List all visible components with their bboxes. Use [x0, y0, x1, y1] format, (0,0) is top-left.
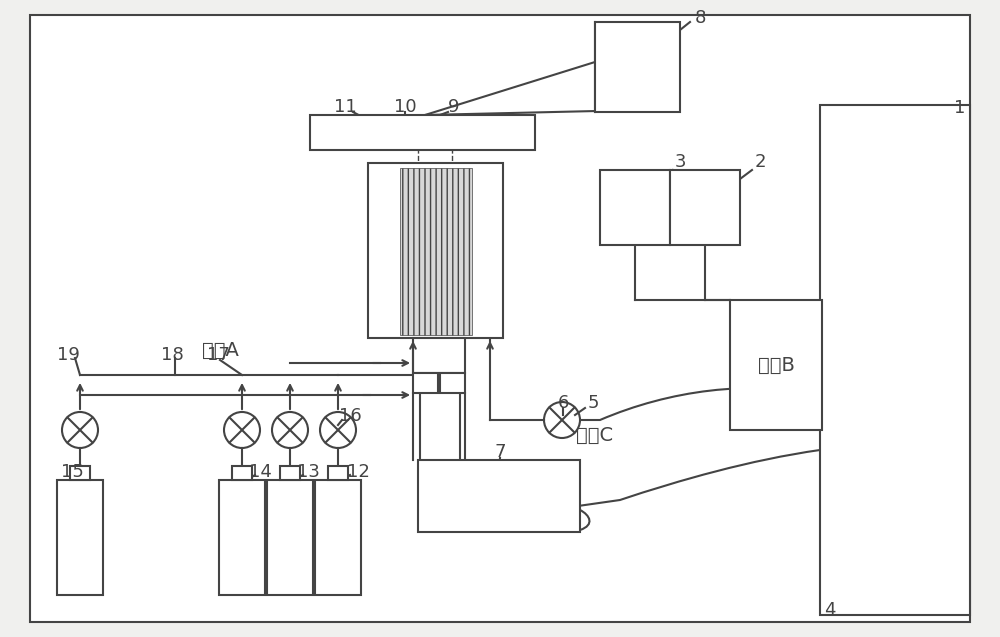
Text: 4: 4: [824, 601, 836, 619]
Text: 16: 16: [339, 407, 361, 425]
Bar: [670, 170, 740, 245]
Text: 5: 5: [587, 394, 599, 412]
Text: 14: 14: [249, 463, 271, 481]
Bar: [400, 168, 472, 335]
Bar: [600, 170, 670, 245]
Text: 12: 12: [347, 463, 369, 481]
Text: 8: 8: [694, 9, 706, 27]
Bar: [57, 480, 103, 595]
Text: 13: 13: [297, 463, 319, 481]
Bar: [315, 480, 361, 595]
Text: 管路C: 管路C: [576, 426, 614, 445]
Bar: [418, 460, 580, 532]
Text: 17: 17: [207, 346, 229, 364]
Text: 6: 6: [557, 394, 569, 412]
Bar: [280, 466, 300, 480]
Text: 3: 3: [674, 153, 686, 171]
Text: 7: 7: [494, 443, 506, 461]
Text: 19: 19: [57, 346, 79, 364]
Bar: [219, 480, 265, 595]
Bar: [310, 115, 535, 150]
Text: 18: 18: [161, 346, 183, 364]
Bar: [368, 163, 503, 338]
Bar: [730, 300, 822, 430]
Bar: [413, 338, 465, 373]
Bar: [440, 373, 465, 393]
Bar: [413, 373, 438, 393]
Text: 2: 2: [754, 153, 766, 171]
Text: 15: 15: [61, 463, 83, 481]
Bar: [267, 480, 313, 595]
Bar: [70, 466, 90, 480]
Text: 9: 9: [448, 98, 460, 116]
Text: 11: 11: [334, 98, 356, 116]
Text: 管路B: 管路B: [758, 355, 794, 375]
Text: 管路A: 管路A: [202, 341, 238, 359]
Bar: [595, 22, 680, 112]
Text: 10: 10: [394, 98, 416, 116]
Bar: [328, 466, 348, 480]
Bar: [232, 466, 252, 480]
Text: 1: 1: [954, 99, 966, 117]
Bar: [820, 105, 970, 615]
